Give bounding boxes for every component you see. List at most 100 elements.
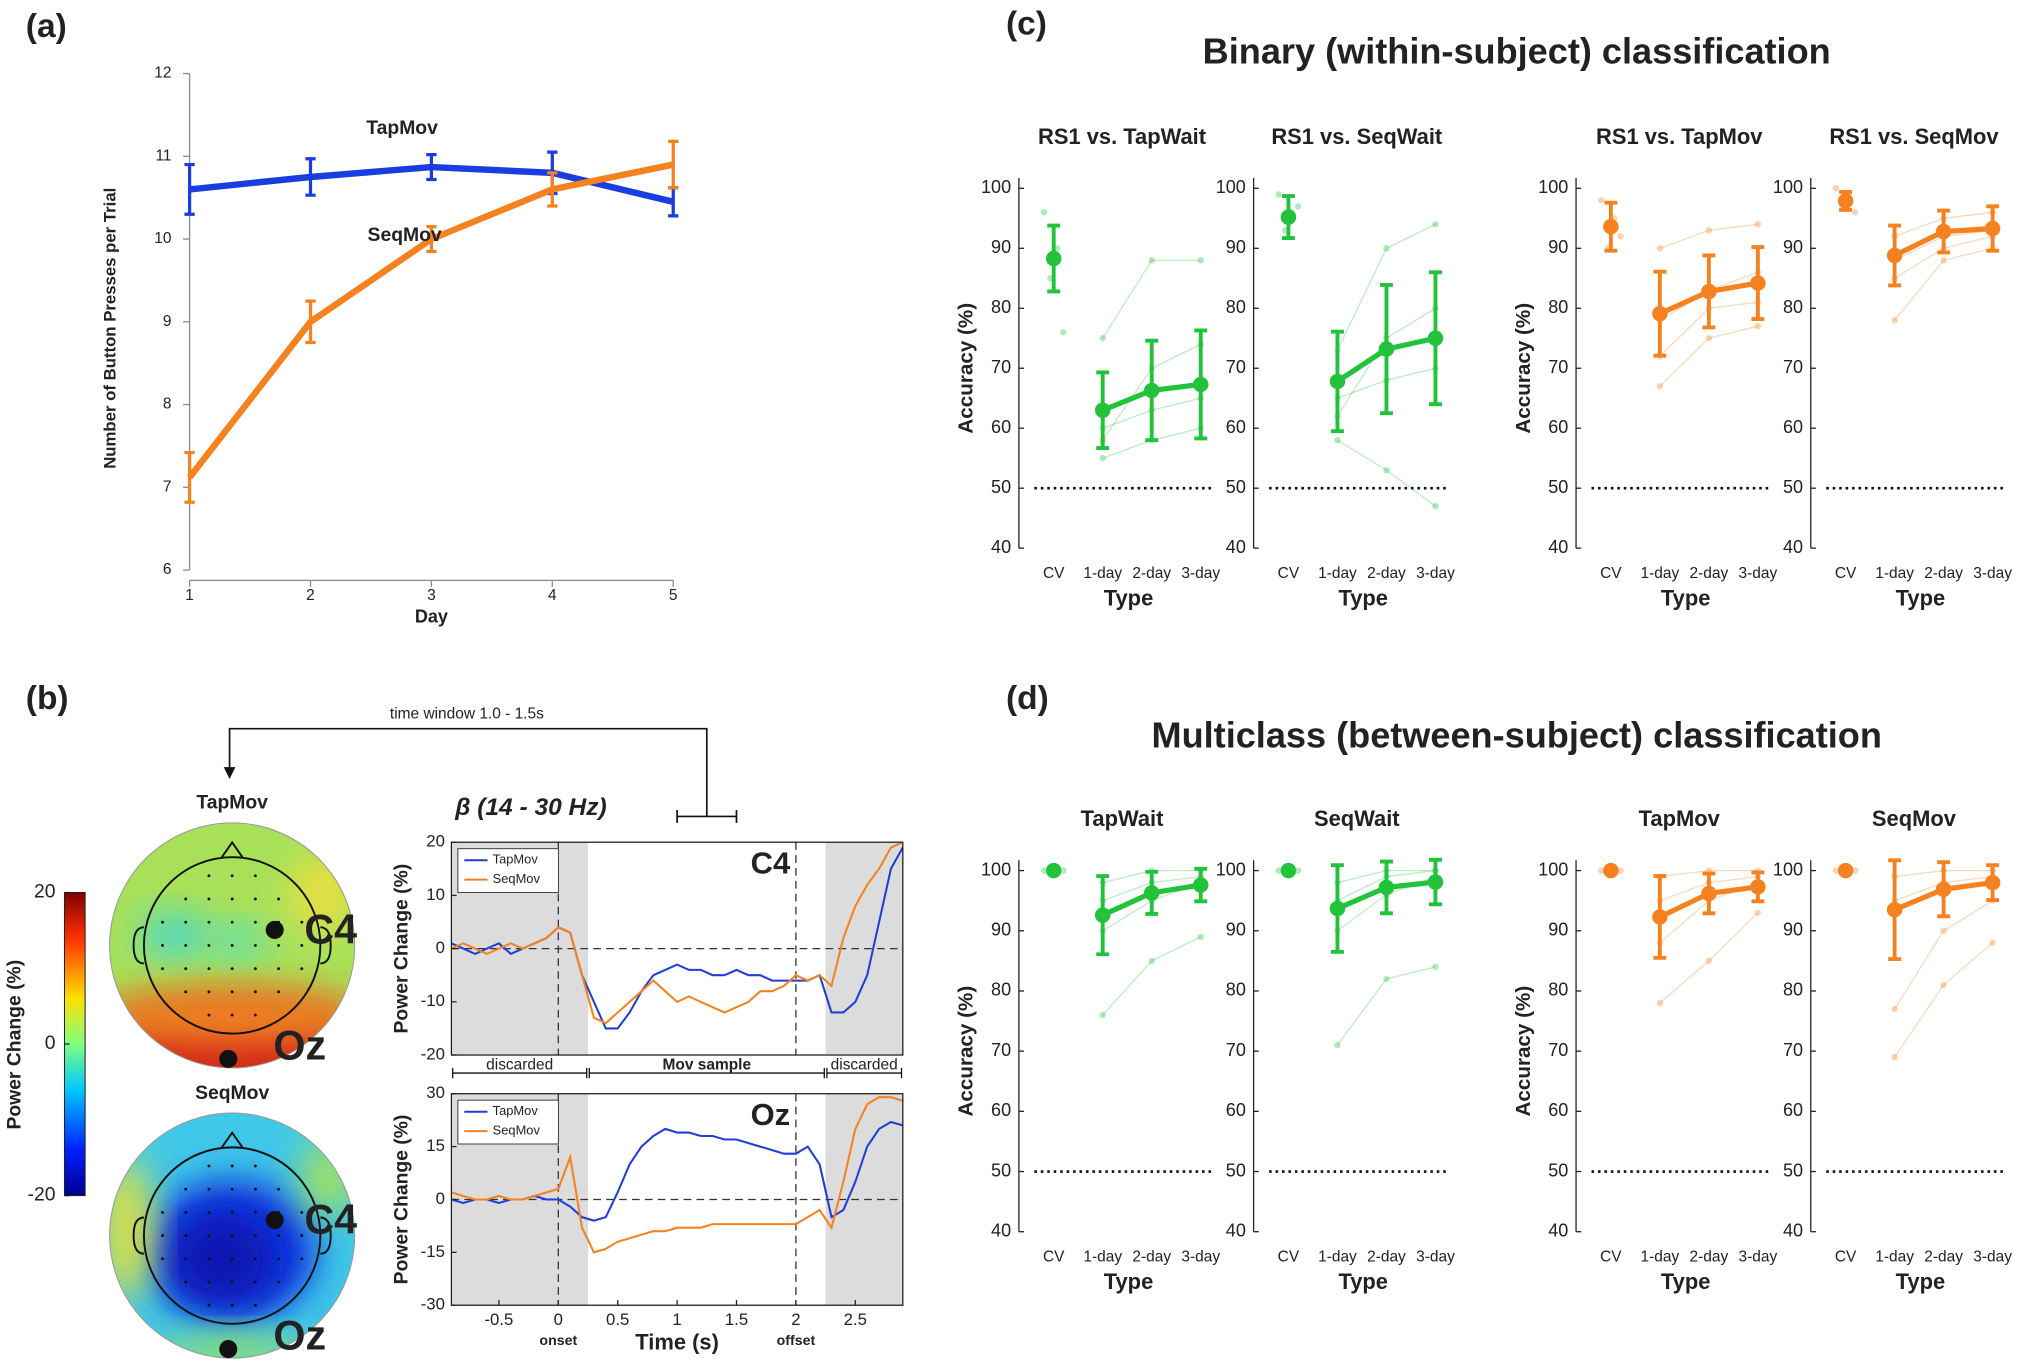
electrode [253,1164,257,1168]
electrode [277,967,280,971]
x-tick-label: CV [1835,1249,1857,1266]
y-tick-label: 90 [1783,237,1803,257]
y-tick-label: 12 [154,65,171,82]
y-tick-label: 90 [1783,920,1803,940]
y-tick-label: 15 [426,1136,445,1155]
subject-dot [1891,317,1898,324]
mean-dot [1045,250,1062,267]
y-tick-label: 90 [991,237,1011,257]
y-tick-label: 50 [991,477,1011,497]
mean-dot [1427,330,1444,346]
electrode [253,943,257,947]
y-tick-label: 80 [991,980,1011,1000]
electrode [207,920,211,924]
mean-dot [1192,877,1209,893]
electrode [207,1280,211,1284]
electrode [184,1280,188,1284]
window-arrow [223,727,708,817]
subject-line [1894,247,1993,321]
ear [320,1216,332,1255]
group-title: Binary (within-subject) classification [1203,31,1831,72]
y-tick-label: 50 [1226,477,1246,497]
map-border [109,1112,356,1359]
electrode [230,1234,234,1238]
x-tick-label: 1.5 [725,1310,748,1329]
subject-dot [1148,257,1155,264]
subject-line [1102,259,1201,339]
y-tick-label: 60 [1548,1100,1568,1120]
x-tick-label: 1-day [1083,1249,1122,1266]
subject-dot [1940,257,1947,264]
y-tick-label: 70 [991,357,1011,377]
x-tick-label: 3-day [1739,565,1778,582]
y-tick-label: 10 [426,885,445,904]
error-bar [305,299,316,345]
x-axis-label: Day [415,607,448,627]
x-tick-label: 3-day [1181,1249,1220,1266]
mean-dot [1329,900,1346,917]
x-tick-label: -0.5 [484,1310,513,1329]
subject-dot [1891,1053,1898,1061]
electrode-marker [265,1211,284,1230]
electrode [230,1210,234,1214]
electrode [207,990,211,994]
mean-dot [1280,862,1297,879]
x-tick-label: 1-day [1318,1249,1357,1266]
y-axis-label: Accuracy (%) [955,303,978,434]
y-tick-label: 40 [1226,1220,1246,1240]
subject-dot [1432,963,1439,971]
subject-dot [1754,323,1762,330]
x-axis-label: Type [1896,586,1946,611]
electrode-marker [219,1340,238,1359]
series-line [451,842,903,1025]
subject-dot [1852,209,1859,216]
subject-dot [1383,245,1390,252]
subject-dot [1852,867,1859,874]
subplot-title: TapWait [1081,806,1164,831]
subject-dot [1597,867,1605,874]
subject-dot [1197,933,1204,941]
x-axis-label: Type [1896,1269,1946,1294]
subject-dot [1197,257,1204,264]
subject-dot [1617,233,1624,240]
y-tick-label: 6 [163,561,172,578]
subject-dot [1099,454,1106,462]
subject-dot [1656,383,1664,390]
nose [221,1130,244,1148]
subject-dot [1383,466,1390,474]
electrode [230,1187,234,1191]
electrode [207,1210,211,1214]
annotation: Oz [751,1097,791,1132]
subject-dot [1294,867,1302,874]
y-tick-label: 30 [426,1083,445,1102]
electrode [253,874,257,878]
subject-dot [1832,867,1840,874]
subject-dot [1334,1041,1341,1049]
ear [320,926,332,965]
y-tick-label: 60 [1783,417,1803,437]
subject-dot [1891,1005,1898,1013]
subject-line [1659,869,1758,878]
annotation: C4 [751,846,791,881]
subject-dot [1597,197,1605,204]
mean-dot [1837,193,1854,209]
y-tick-label: 50 [1783,1160,1803,1180]
subject-line [1659,223,1758,249]
mean-dot [1603,218,1619,235]
electrode [184,897,188,901]
window-label: time window 1.0 - 1.5s [390,706,544,723]
subject-line [1894,900,1993,1010]
colorbar-tick-label: 20 [34,881,56,903]
y-tick-label: 90 [1226,920,1246,940]
electrode [300,967,304,971]
subject-dot [1040,209,1048,216]
y-tick-label: 40 [1226,537,1246,557]
x-tick-label: 0.5 [606,1310,629,1329]
subject-dot [1294,203,1302,210]
y-tick-label: 100 [981,177,1011,197]
y-tick-label: 40 [991,1220,1011,1240]
y-tick-label: 70 [1226,1040,1246,1060]
electrode [161,1234,164,1238]
